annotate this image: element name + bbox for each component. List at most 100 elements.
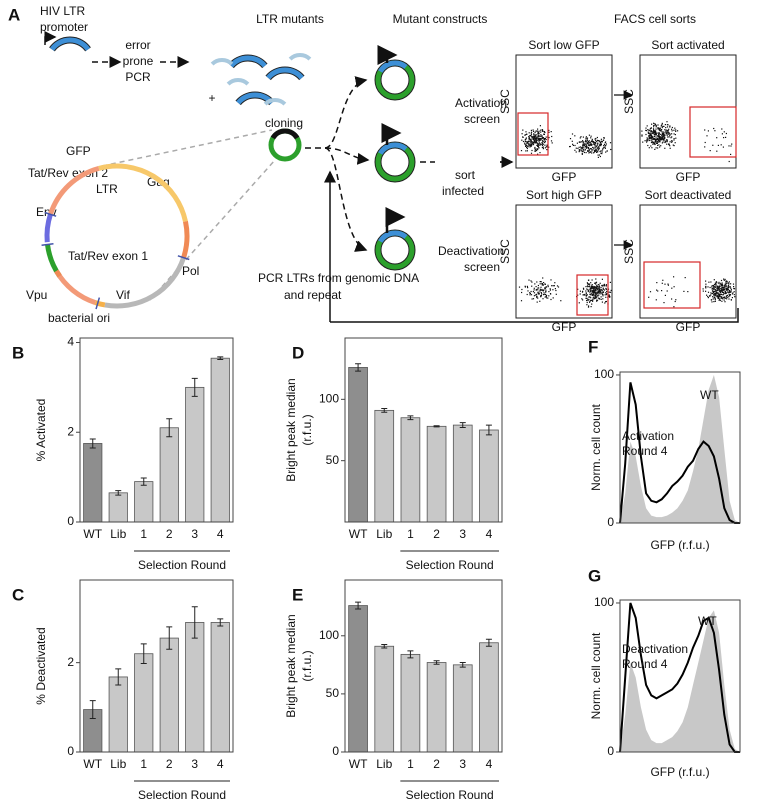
label: HIV LTR xyxy=(40,4,85,18)
cell-dot xyxy=(525,145,527,147)
cell-dot xyxy=(544,141,546,144)
cell-dot xyxy=(669,141,671,143)
facs-title: Sort activated xyxy=(651,38,724,52)
cell-dot xyxy=(664,294,666,296)
cell-dot xyxy=(528,136,530,138)
label: Vpu xyxy=(26,288,47,302)
cell-dot xyxy=(537,144,539,146)
cell-dot xyxy=(659,138,661,140)
cell-dot xyxy=(533,292,536,294)
cell-dot xyxy=(714,297,716,299)
cell-dot xyxy=(668,136,670,138)
cell-dot xyxy=(533,140,535,142)
cell-dot xyxy=(532,144,535,146)
bar xyxy=(426,425,447,523)
cell-dot xyxy=(572,143,574,145)
cell-dot xyxy=(585,297,587,299)
error-bar xyxy=(355,363,362,372)
bar xyxy=(210,357,230,523)
cell-dot xyxy=(652,128,655,130)
y-tick-label: 2 xyxy=(67,424,74,438)
cell-dot xyxy=(730,153,732,155)
cell-dot xyxy=(724,288,726,291)
cell-dot xyxy=(718,288,720,290)
cell-dot xyxy=(542,146,544,148)
cell-dot xyxy=(528,137,530,139)
cell-dot xyxy=(530,129,532,131)
cell-dot xyxy=(585,147,587,149)
cell-dot xyxy=(537,149,539,151)
cell-dot xyxy=(547,284,549,286)
cell-dot xyxy=(714,293,716,296)
cell-dot xyxy=(604,302,606,304)
cell-dot xyxy=(723,137,725,139)
cell-dot xyxy=(586,143,588,145)
plasmid-segment xyxy=(104,256,186,309)
cell-dot xyxy=(647,140,649,142)
cell-dot xyxy=(544,296,546,298)
cell-dot xyxy=(705,286,707,288)
cell-dot xyxy=(544,138,546,140)
cell-dot xyxy=(724,287,726,289)
cell-dot xyxy=(585,290,587,292)
cell-dot xyxy=(731,293,733,295)
facs-frame xyxy=(639,54,737,169)
cell-dot xyxy=(597,294,599,297)
y-tick-label: 50 xyxy=(326,453,340,467)
cell-dot xyxy=(594,287,596,289)
cell-dot xyxy=(585,152,587,154)
cell-dot xyxy=(661,139,663,141)
cell-dot xyxy=(536,134,538,136)
cell-dot xyxy=(552,289,554,291)
cell-dot xyxy=(595,289,597,291)
cell-dot xyxy=(544,141,546,143)
cell-dot xyxy=(725,295,728,297)
cell-dot xyxy=(650,133,652,135)
cell-dot xyxy=(583,150,585,152)
cell-dot xyxy=(713,287,715,289)
cell-dot xyxy=(719,298,721,300)
cell-dot xyxy=(569,145,571,148)
cell-dot xyxy=(704,146,706,148)
cell-dot xyxy=(596,151,598,153)
cell-dot xyxy=(583,143,585,145)
y-axis-label: Bright peak median xyxy=(284,614,298,717)
cell-dot xyxy=(542,148,544,150)
cell-dot xyxy=(540,131,542,133)
cell-dot xyxy=(596,285,598,287)
cell-dot xyxy=(538,293,540,295)
cell-dot xyxy=(604,147,606,149)
cell-dot xyxy=(714,300,716,302)
panel-label: F xyxy=(588,337,598,356)
cell-dot xyxy=(587,283,589,285)
cell-dot xyxy=(594,142,596,144)
label: promoter xyxy=(40,20,88,34)
cell-dot xyxy=(540,134,542,136)
cell-dot xyxy=(674,127,676,129)
cell-dot xyxy=(729,286,731,288)
connectors xyxy=(92,56,739,323)
construct-arrow xyxy=(385,207,406,233)
cell-dot xyxy=(548,291,550,293)
cell-dot xyxy=(730,289,732,291)
cell-dot xyxy=(588,144,590,146)
cell-dot xyxy=(610,148,612,151)
cell-dot xyxy=(530,135,532,137)
cell-dot xyxy=(575,151,577,153)
cell-dot xyxy=(595,293,597,295)
cell-dot xyxy=(666,134,668,136)
cell-dot xyxy=(524,142,526,144)
cell-dot xyxy=(597,154,599,156)
cell-dot xyxy=(603,283,605,285)
cell-dot xyxy=(669,145,671,147)
cell-dot xyxy=(645,130,648,132)
cell-dot xyxy=(659,146,661,148)
bar xyxy=(348,367,368,523)
cell-dot xyxy=(666,141,668,143)
cell-dot xyxy=(529,292,531,294)
cell-dot xyxy=(532,129,534,131)
cell-dot xyxy=(541,130,544,132)
cell-dot xyxy=(725,136,727,138)
cell-dot xyxy=(654,148,656,150)
group-label: Selection Round xyxy=(138,558,226,572)
